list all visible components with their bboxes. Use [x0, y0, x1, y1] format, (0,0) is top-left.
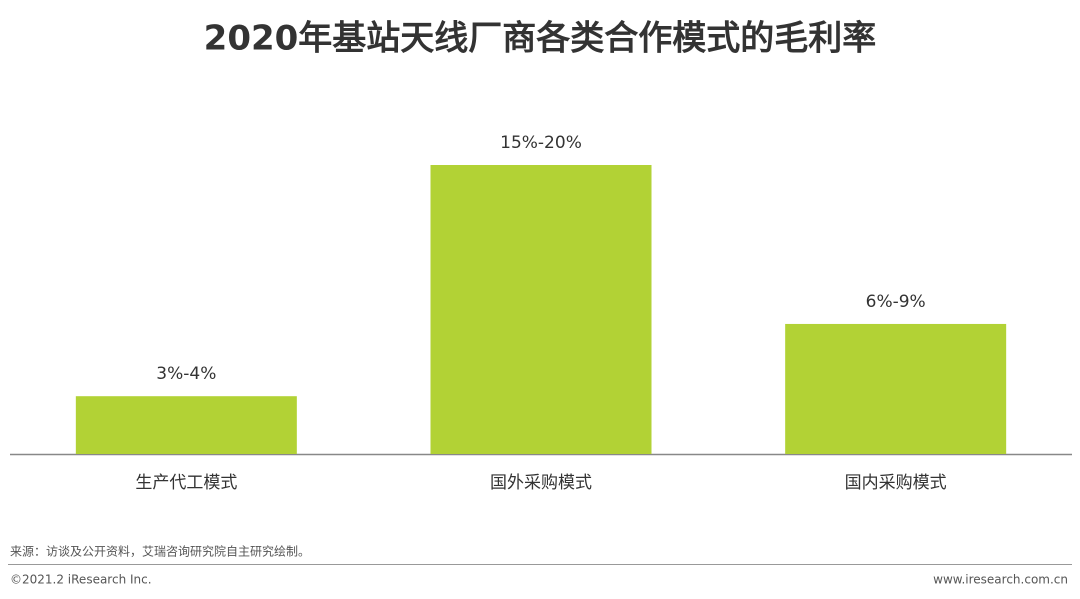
bar	[430, 165, 652, 454]
source-note: 来源：访谈及公开资料，艾瑞咨询研究院自主研究绘制。	[10, 544, 310, 559]
bar	[75, 396, 297, 454]
website: www.iresearch.com.cn	[933, 573, 1068, 587]
value-label: 15%-20%	[500, 133, 582, 153]
x-tick-label: 国外采购模式	[490, 473, 592, 493]
value-label: 6%-9%	[866, 292, 926, 312]
chart-title: 2020年基站天线厂商各类合作模式的毛利率	[204, 19, 877, 59]
x-tick-label: 生产代工模式	[135, 473, 237, 493]
bar	[785, 323, 1007, 454]
x-tick-label: 国内采购模式	[845, 473, 947, 493]
value-label: 3%-4%	[156, 364, 216, 384]
copyright: ©2021.2 iResearch Inc.	[10, 573, 152, 587]
